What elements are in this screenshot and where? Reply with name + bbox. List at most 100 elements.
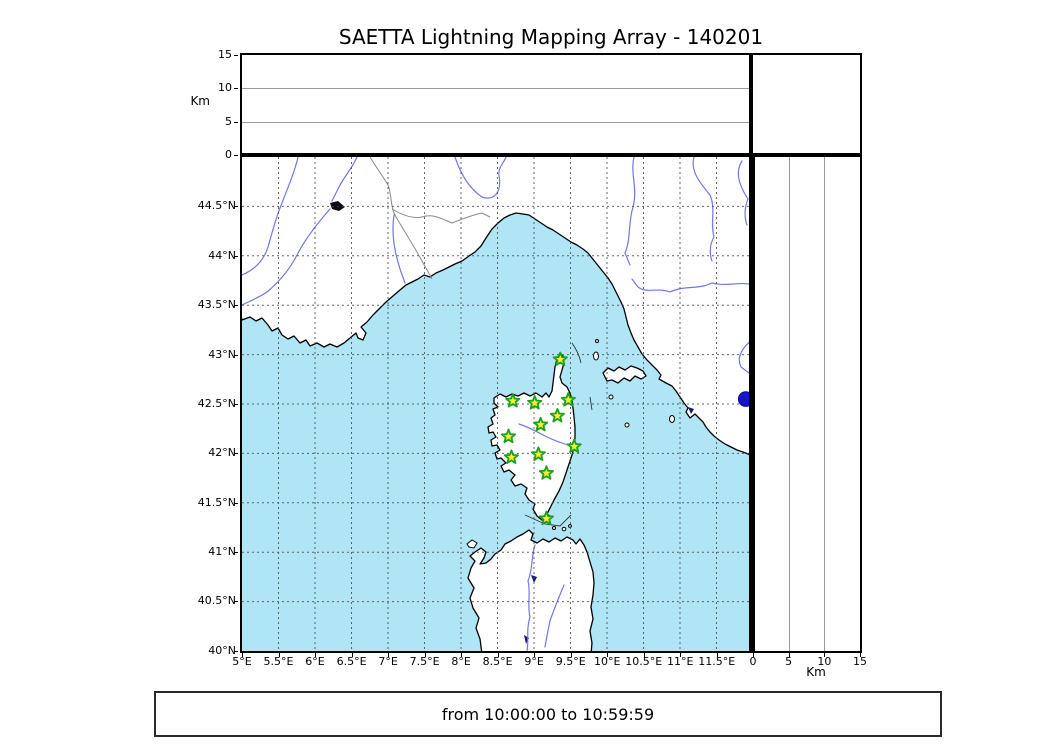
lon-tick-label: 7.5°E bbox=[409, 655, 440, 668]
sea-boundary-lines bbox=[524, 342, 593, 527]
lon-tick-mark bbox=[534, 653, 536, 657]
time-range-text: from 10:00:00 to 10:59:59 bbox=[441, 704, 655, 724]
lon-tick-label: 10.5°E bbox=[625, 655, 663, 668]
station-star-marker bbox=[505, 393, 521, 408]
lat-tick-label: 43.5°N bbox=[197, 298, 236, 312]
alt-right-tick-mark bbox=[824, 653, 826, 657]
gridline-5km-vertical bbox=[788, 157, 790, 651]
island-elba bbox=[602, 365, 647, 384]
lat-tick-mark bbox=[234, 206, 238, 208]
lat-tick-label: 44.5°N bbox=[197, 199, 236, 213]
station-markers bbox=[500, 351, 582, 526]
grid-lines bbox=[242, 157, 753, 651]
lon-tick-mark bbox=[461, 653, 463, 657]
country-borders bbox=[369, 157, 491, 280]
lon-tick-mark bbox=[315, 653, 317, 657]
panel-alt-vs-lon bbox=[240, 53, 755, 157]
lon-tick-label: 10°E bbox=[593, 655, 621, 668]
island-sardinia bbox=[467, 529, 595, 651]
lon-tick-mark bbox=[570, 653, 572, 657]
station-star-marker bbox=[538, 510, 554, 526]
alt-top-tick-label: 0 bbox=[225, 147, 232, 161]
lat-tick-label: 42.5°N bbox=[197, 396, 236, 410]
panel-alt-vs-lat bbox=[751, 155, 862, 653]
lat-tick-label: 40°N bbox=[208, 643, 236, 657]
coastline-mainland bbox=[242, 157, 753, 457]
lat-tick-label: 40.5°N bbox=[197, 594, 236, 608]
lon-tick-label: 6°E bbox=[305, 655, 325, 668]
lat-tick-mark bbox=[234, 502, 238, 504]
lat-tick-mark bbox=[234, 453, 238, 455]
alt-right-tick-mark bbox=[753, 653, 754, 657]
alt-right-tick-label: 0 bbox=[749, 655, 757, 668]
lon-tick-mark bbox=[643, 653, 645, 657]
alt-right-tick-mark bbox=[860, 653, 861, 657]
station-star-marker bbox=[552, 351, 568, 367]
lon-tick-mark bbox=[388, 653, 390, 657]
lon-tick-label: 11°E bbox=[667, 655, 694, 668]
station-star-marker bbox=[527, 395, 543, 410]
alt-top-tick-mark bbox=[234, 121, 238, 123]
station-star-marker bbox=[500, 428, 517, 444]
lon-tick-label: 5°E bbox=[232, 655, 252, 668]
alt-right-tick-label: 15 bbox=[853, 655, 867, 668]
panel-histogram bbox=[751, 53, 862, 157]
lon-tick-label: 7°E bbox=[378, 655, 398, 668]
lon-tick-mark bbox=[242, 653, 243, 657]
lon-tick-label: 8°E bbox=[451, 655, 471, 668]
alt-top-tick-label: 15 bbox=[218, 48, 232, 61]
alt-top-tick-label: 10 bbox=[218, 81, 232, 95]
lat-tick-label: 42°N bbox=[208, 446, 236, 460]
lat-tick-label: 44°N bbox=[208, 248, 236, 262]
island-corsica bbox=[487, 352, 576, 522]
lon-tick-mark bbox=[497, 653, 499, 657]
gridline-10km-vertical bbox=[824, 157, 826, 651]
lat-tick-mark bbox=[234, 650, 238, 652]
station-star-marker bbox=[503, 449, 519, 464]
gridline-10km bbox=[242, 88, 753, 90]
lon-tick-label: 8.5°E bbox=[482, 655, 513, 668]
station-star-marker bbox=[566, 438, 582, 454]
panel-map bbox=[240, 155, 755, 653]
alt-axis-label-top: Km bbox=[190, 94, 210, 108]
map-canvas bbox=[242, 157, 753, 651]
lon-tick-mark bbox=[607, 653, 609, 657]
lon-tick-label: 6.5°E bbox=[336, 655, 367, 668]
station-star-marker bbox=[530, 446, 546, 461]
island-asinara bbox=[466, 539, 478, 549]
time-range-box: from 10:00:00 to 10:59:59 bbox=[154, 691, 942, 737]
gridline-5km bbox=[242, 121, 753, 123]
lon-tick-label: 5.5°E bbox=[263, 655, 294, 668]
station-star-marker bbox=[533, 416, 549, 432]
alt-right-tick-label: 5 bbox=[785, 655, 793, 668]
page-title: SAETTA Lightning Mapping Array - 140201 bbox=[338, 25, 764, 49]
station-star-marker bbox=[549, 407, 565, 423]
panel-separator-horizontal bbox=[240, 153, 862, 157]
alt-top-tick-label: 5 bbox=[225, 114, 232, 128]
alt-top-tick-mark bbox=[234, 154, 238, 156]
lon-tick-mark bbox=[680, 653, 682, 657]
lon-tick-label: 9°E bbox=[524, 655, 544, 668]
alt-right-tick-mark bbox=[788, 653, 790, 657]
alt-top-tick-mark bbox=[234, 55, 238, 56]
alt-axis-label-right: Km bbox=[806, 665, 826, 679]
station-star-marker bbox=[560, 392, 576, 407]
lat-tick-label: 41°N bbox=[208, 545, 236, 559]
lat-tick-mark bbox=[234, 305, 238, 307]
alt-right-tick-label: 10 bbox=[817, 655, 832, 668]
lat-tick-mark bbox=[234, 255, 238, 257]
rivers bbox=[242, 157, 753, 651]
lat-tick-mark bbox=[234, 552, 238, 554]
lon-tick-mark bbox=[278, 653, 280, 657]
small-islands bbox=[552, 339, 675, 532]
lat-tick-mark bbox=[234, 403, 238, 405]
alt-top-tick-mark bbox=[234, 88, 238, 90]
lon-tick-label: 11.5°E bbox=[698, 655, 736, 668]
station-star-marker bbox=[538, 465, 554, 480]
lon-tick-label: 9.5°E bbox=[555, 655, 586, 668]
lon-tick-mark bbox=[716, 653, 718, 657]
lat-tick-label: 41.5°N bbox=[197, 495, 236, 509]
panel-separator-vertical bbox=[749, 53, 753, 653]
lat-tick-mark bbox=[234, 354, 238, 356]
